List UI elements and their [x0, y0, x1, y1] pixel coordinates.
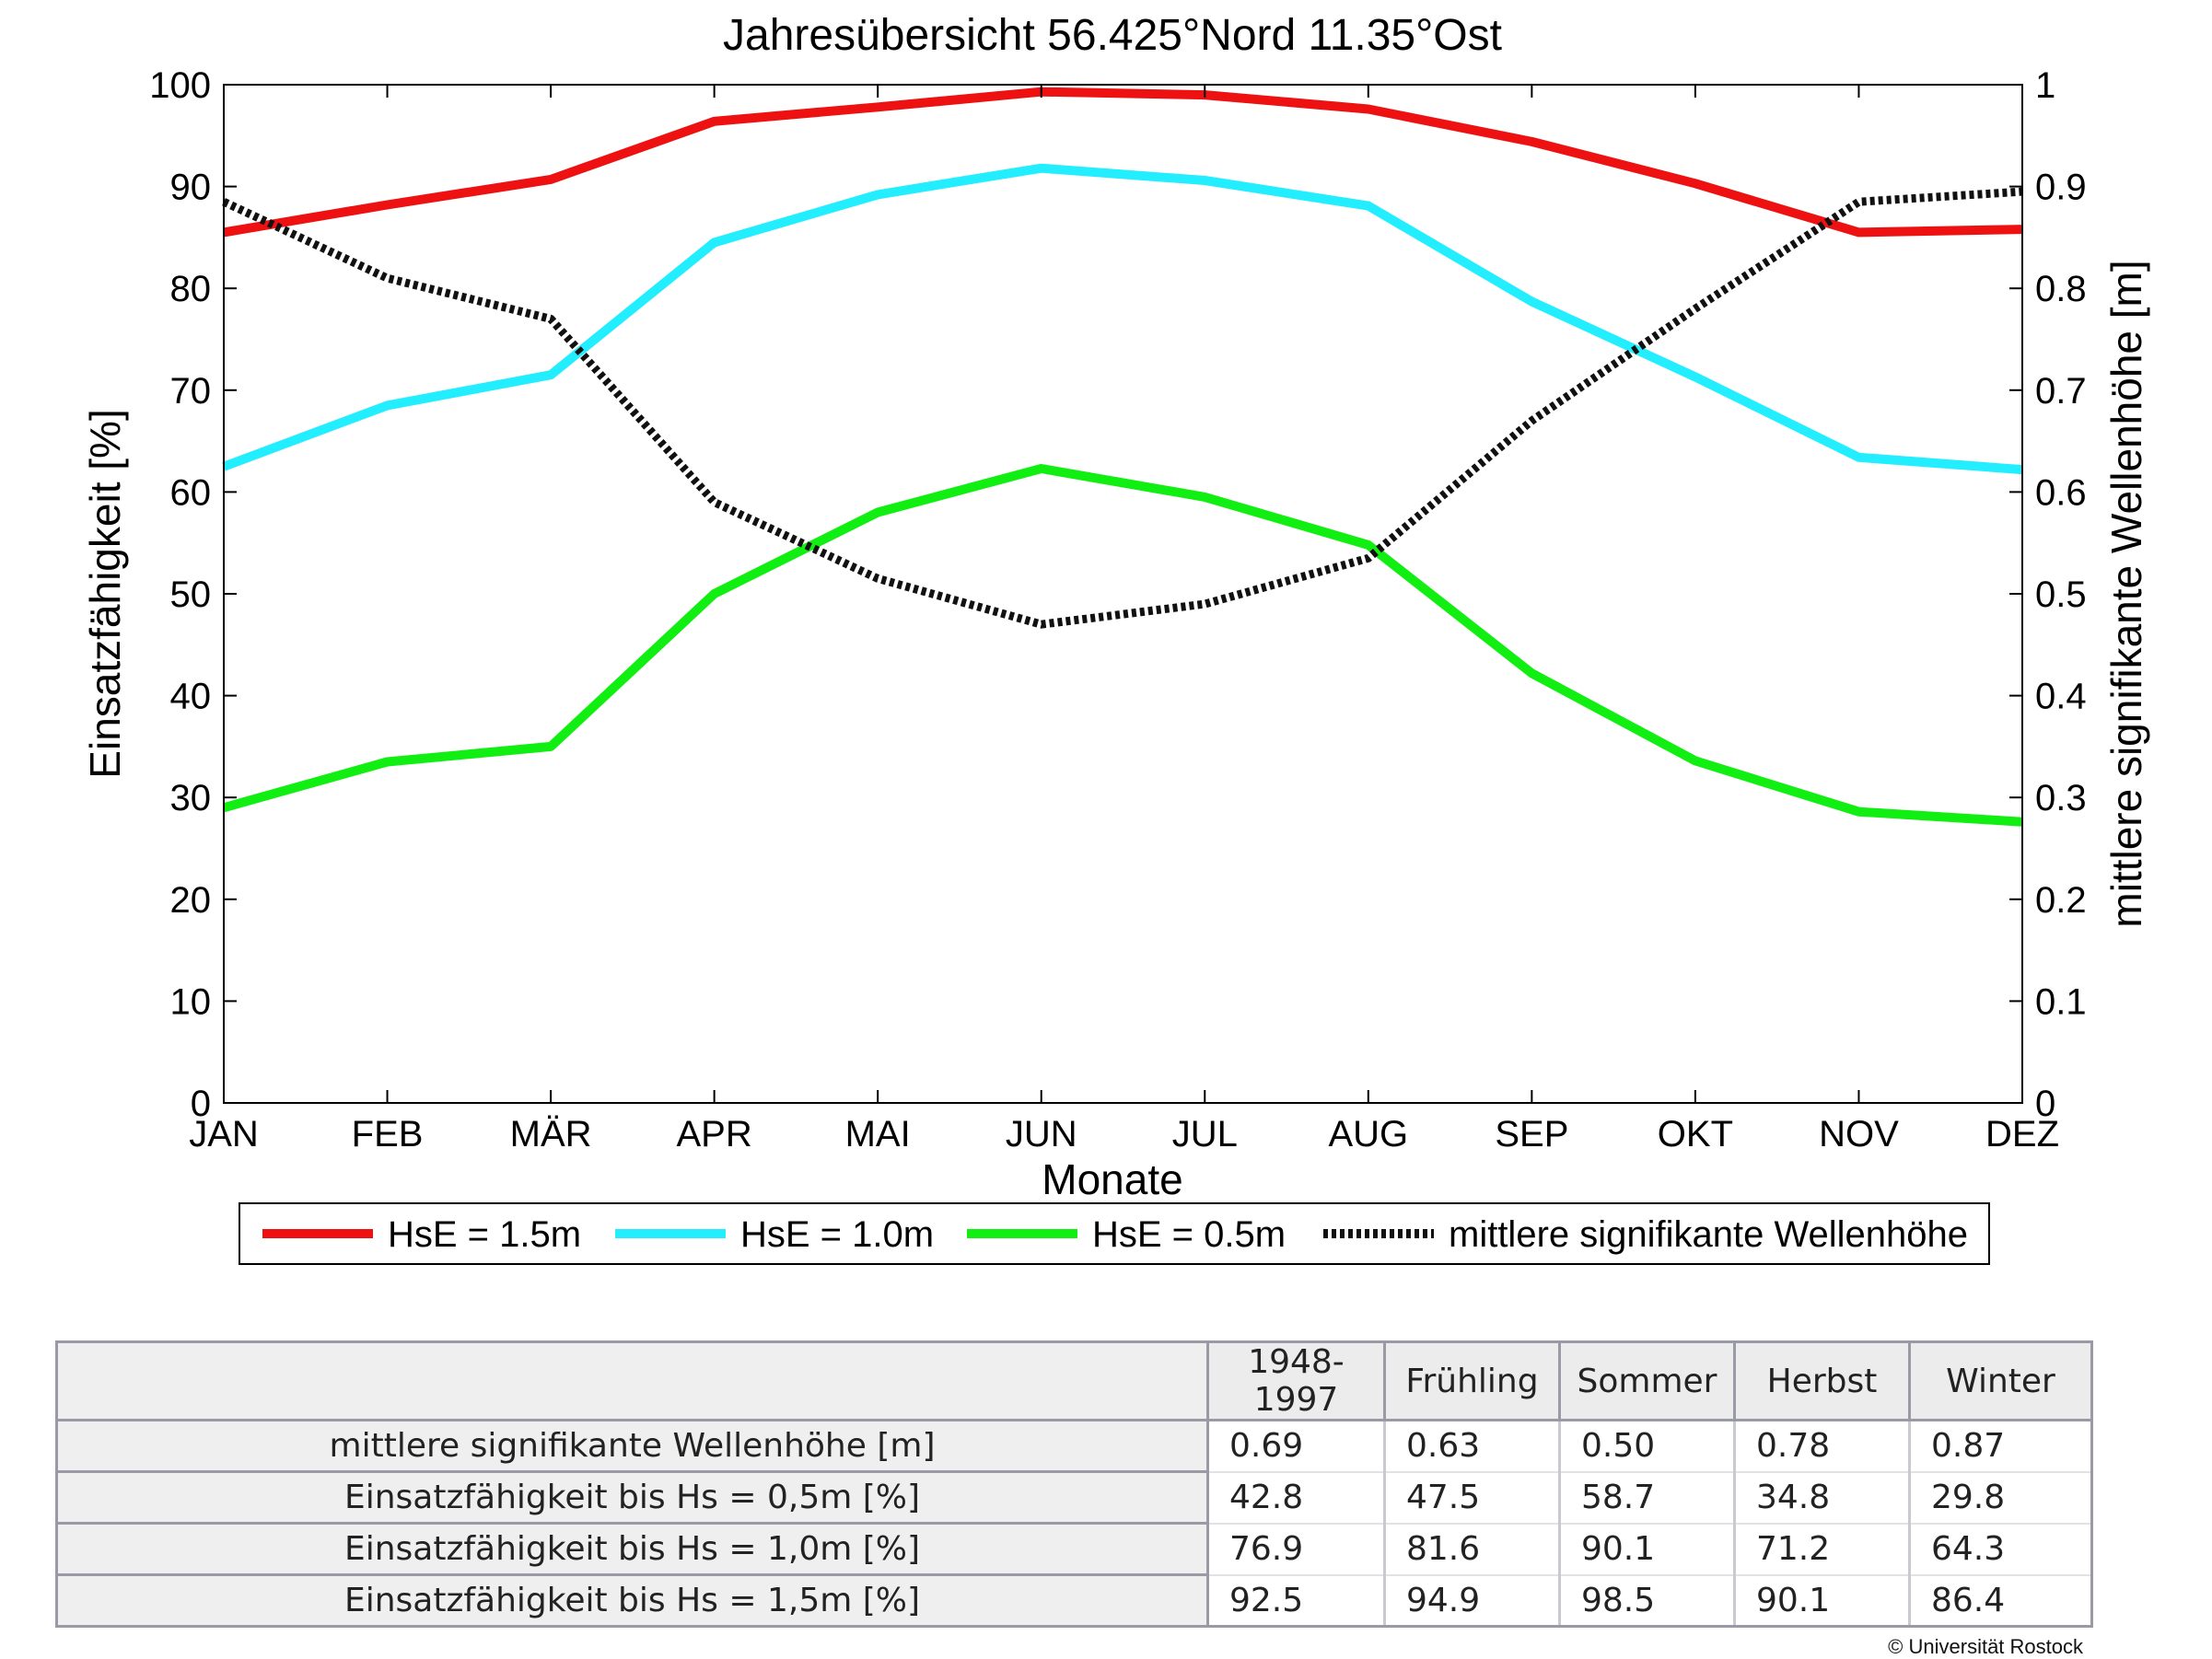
table-header-cell: Herbst — [1733, 1340, 1911, 1421]
y2-tick-label: 0.4 — [2035, 677, 2087, 717]
copyright-notice: © Universität Rostock — [1888, 1635, 2083, 1658]
row-label: mittlere signifikante Wellenhöhe [m] — [55, 1419, 1209, 1473]
y2-axis-title: mittlere signifikante Wellenhöhe [m] — [2102, 260, 2150, 927]
table-cell: 0.78 — [1733, 1420, 1910, 1473]
legend: HsE = 1.5m HsE = 1.0m HsE = 0.5m mittler… — [239, 1202, 1990, 1265]
table-header-cell — [55, 1340, 1209, 1421]
x-tick-label: SEP — [1495, 1114, 1568, 1154]
y2-tick-label: 0 — [2035, 1084, 2055, 1124]
series-line-hse15 — [223, 87, 2023, 238]
x-tick-label: JUL — [1172, 1114, 1238, 1154]
table-cell: 71.2 — [1733, 1523, 1910, 1576]
table-cell: 47.5 — [1383, 1471, 1560, 1525]
legend-box — [239, 1202, 1990, 1265]
y-tick-label: 70 — [170, 371, 212, 412]
x-tick-label: JUN — [1006, 1114, 1077, 1154]
y2-tick-label: 0.6 — [2035, 472, 2087, 513]
series-line-hse10 — [222, 163, 2023, 475]
table-cell: 42.8 — [1206, 1471, 1385, 1525]
table-cell: 90.1 — [1558, 1523, 1735, 1576]
table-header-cell: Sommer — [1558, 1340, 1736, 1421]
table-cell: 0.69 — [1206, 1420, 1385, 1473]
y2-tick-label: 0.8 — [2035, 269, 2087, 309]
axis-layer: JAN FEB MÄR APR MAI JUN JUL AUG SEP OKT NOV DEZ0102… — [149, 65, 2086, 1154]
table-cell: 0.63 — [1383, 1420, 1560, 1473]
x-tick-label: MAI — [845, 1114, 911, 1154]
legend-label-hse05: HsE = 0.5m — [1092, 1214, 1286, 1255]
table-cell: 94.9 — [1383, 1574, 1560, 1628]
y-tick-label: 80 — [170, 269, 212, 309]
table-cell: 92.5 — [1206, 1574, 1385, 1628]
y2-tick-label: 0.2 — [2035, 880, 2087, 921]
table-cell: 0.50 — [1558, 1420, 1735, 1473]
table-row: Einsatzfähigkeit bis Hs = 1,5m [%] 92.5 … — [55, 1573, 2093, 1628]
x-tick-label: FEB — [352, 1114, 424, 1154]
y2-tick-label: 1 — [2035, 65, 2055, 106]
legend-label-wave: mittlere signifikante Wellenhöhe — [1449, 1214, 1968, 1255]
y2-tick-label: 0.9 — [2035, 168, 2087, 208]
y-tick-label: 40 — [170, 677, 212, 717]
table-cell: 34.8 — [1733, 1471, 1910, 1525]
table-cell: 98.5 — [1558, 1574, 1735, 1628]
table-row: mittlere signifikante Wellenhöhe [m] 0.6… — [55, 1419, 2093, 1473]
plot-frame — [223, 84, 2023, 1104]
table-cell: 0.87 — [1908, 1420, 2093, 1473]
y2-tick-label: 0.5 — [2035, 574, 2087, 615]
chart: Jahresübersicht 56.425°Nord 11.35°Ost JA… — [81, 11, 2150, 1265]
legend-label-hse15: HsE = 1.5m — [388, 1214, 581, 1255]
x-tick-label: OKT — [1658, 1114, 1733, 1154]
table-cell: 58.7 — [1558, 1471, 1735, 1525]
summary-table: 1948-1997 Frühling Sommer Herbst Winter … — [55, 1340, 2093, 1628]
table-header-cell: Winter — [1908, 1340, 2093, 1421]
x-tick-label: APR — [677, 1114, 752, 1154]
table-cell: 81.6 — [1383, 1523, 1560, 1576]
y-tick-label: 10 — [170, 981, 212, 1022]
series-line-hse05 — [222, 464, 2023, 827]
y2-tick-label: 0.1 — [2035, 981, 2087, 1022]
table-cell: 86.4 — [1908, 1574, 2093, 1628]
y-tick-label: 0 — [191, 1084, 211, 1124]
table-cell: 76.9 — [1206, 1523, 1385, 1576]
y-tick-label: 50 — [170, 574, 212, 615]
row-label: Einsatzfähigkeit bis Hs = 1,5m [%] — [55, 1573, 1209, 1628]
row-label: Einsatzfähigkeit bis Hs = 0,5m [%] — [55, 1470, 1209, 1525]
y-tick-label: 60 — [170, 472, 212, 513]
table-cell: 64.3 — [1908, 1523, 2093, 1576]
y-tick-label: 30 — [170, 778, 212, 818]
y2-tick-label: 0.3 — [2035, 778, 2087, 818]
table-header-row: 1948-1997 Frühling Sommer Herbst Winter — [55, 1340, 2093, 1421]
chart-title: Jahresübersicht 56.425°Nord 11.35°Ost — [723, 11, 1502, 60]
x-axis-title: Monate — [1042, 1155, 1182, 1203]
x-tick-label: DEZ — [1985, 1114, 2059, 1154]
table-header-cell: Frühling — [1383, 1340, 1561, 1421]
y-tick-label: 100 — [149, 65, 211, 106]
x-tick-label: MÄR — [510, 1114, 592, 1154]
x-tick-label: AUG — [1328, 1114, 1408, 1154]
y-tick-label: 20 — [170, 880, 212, 921]
y2-tick-label: 0.7 — [2035, 371, 2087, 412]
series-layer — [222, 87, 2023, 827]
y-tick-label: 90 — [170, 168, 212, 208]
table-header-cell: 1948-1997 — [1206, 1340, 1386, 1421]
table-cell: 90.1 — [1733, 1574, 1910, 1628]
legend-label-hse10: HsE = 1.0m — [740, 1214, 934, 1255]
x-tick-label: JAN — [189, 1114, 259, 1154]
table-row: Einsatzfähigkeit bis Hs = 0,5m [%] 42.8 … — [55, 1470, 2093, 1525]
x-tick-label: NOV — [1819, 1114, 1899, 1154]
table-row: Einsatzfähigkeit bis Hs = 1,0m [%] 76.9 … — [55, 1522, 2093, 1576]
y-axis-title: Einsatzfähigkeit [%] — [81, 409, 129, 778]
row-label: Einsatzfähigkeit bis Hs = 1,0m [%] — [55, 1522, 1209, 1576]
table-cell: 29.8 — [1908, 1471, 2093, 1525]
